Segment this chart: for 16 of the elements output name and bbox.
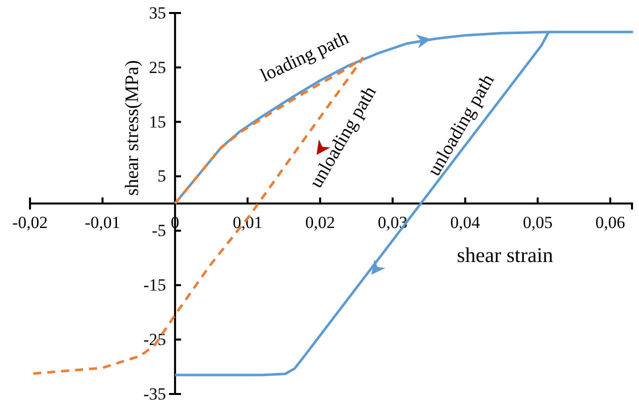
y-tick-label: -15 xyxy=(143,276,166,295)
y-tick-label: 5 xyxy=(158,166,166,186)
y-tick-label: 35 xyxy=(149,3,166,22)
y-tick-label: -5 xyxy=(152,221,166,240)
x-tick-label: -0,01 xyxy=(84,212,120,232)
y-tick-label: -35 xyxy=(143,384,166,404)
x-tick-label: 0,05 xyxy=(522,212,553,232)
x-axis-title: shear strain xyxy=(456,243,554,267)
x-tick-label: 0,03 xyxy=(378,212,408,232)
x-tick-label: 0,02 xyxy=(305,212,335,232)
x-tick-label: 0,06 xyxy=(595,212,626,232)
x-tick-label: -0,02 xyxy=(12,212,48,232)
y-tick-label: 25 xyxy=(149,58,166,77)
y-tick-label: 15 xyxy=(149,112,166,132)
x-tick-label: 0,04 xyxy=(450,212,481,232)
y-axis-title: shear stress(MPa) xyxy=(122,60,143,196)
